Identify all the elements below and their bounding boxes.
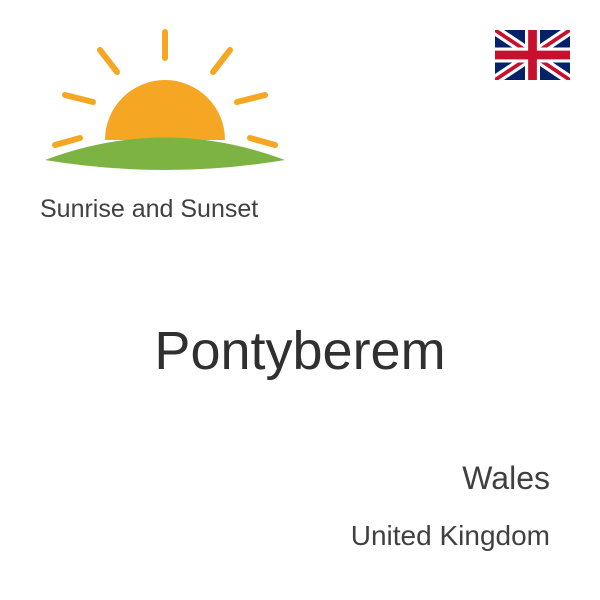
uk-flag-icon <box>495 30 570 80</box>
tagline-text: Sunrise and Sunset <box>40 195 258 224</box>
sunrise-logo <box>25 20 305 220</box>
city-title: Pontyberem <box>0 320 600 382</box>
region-label: Wales <box>462 460 550 497</box>
country-label: United Kingdom <box>351 520 550 552</box>
